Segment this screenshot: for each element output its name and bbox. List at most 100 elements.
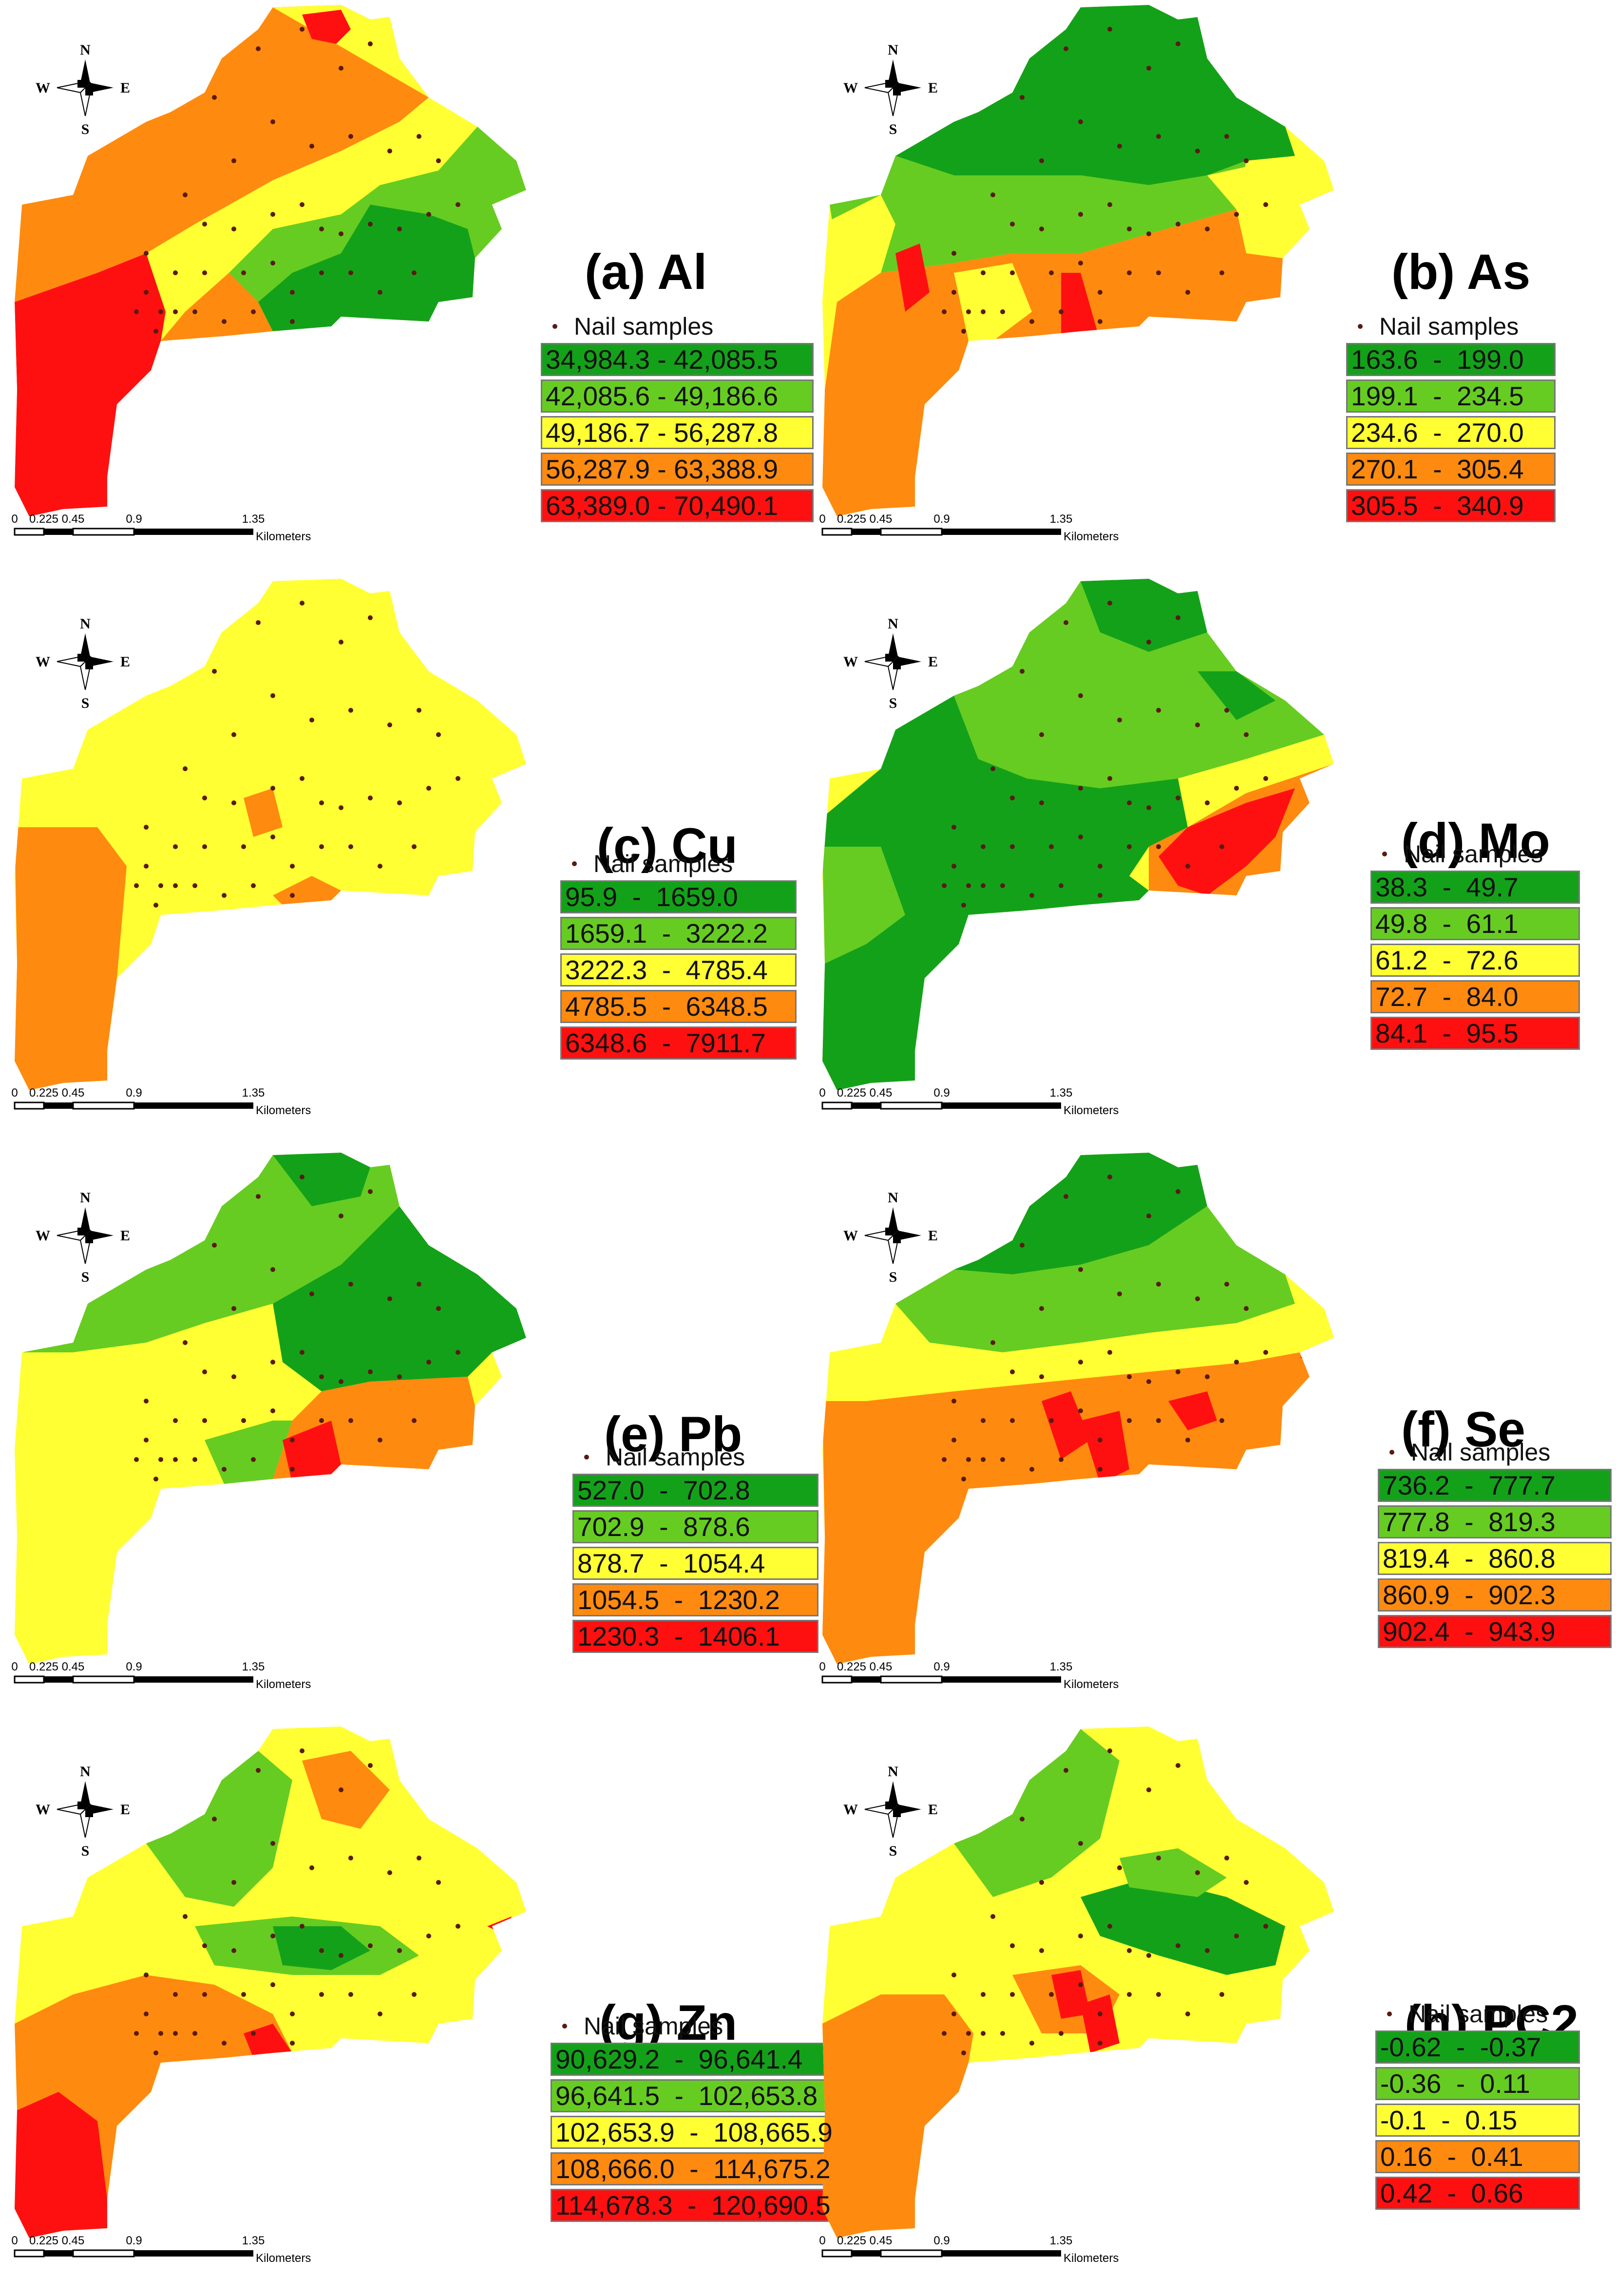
- nail-sample-point: [1146, 640, 1151, 645]
- map-region-class-5: [15, 253, 166, 516]
- nail-sample-point: [202, 1418, 207, 1423]
- legend-swatch: [1346, 342, 1556, 376]
- nail-sample-point: [990, 192, 995, 197]
- map-region-class-3: [822, 156, 1334, 302]
- nail-sample-point: [990, 1340, 995, 1345]
- nail-sample-point: [1098, 2041, 1103, 2046]
- scale-tick-label: 0.45: [870, 1086, 893, 1100]
- legend-swatch: [560, 989, 797, 1023]
- legend-class-label: 84.1 - 95.5: [1375, 1018, 1519, 1048]
- nail-sample-point: [183, 1340, 188, 1345]
- nail-sample-point: [319, 270, 324, 275]
- nail-sample-point: [1078, 786, 1083, 791]
- nail-sample-point: [981, 1992, 986, 1997]
- nail-sample-point: [1107, 1748, 1112, 1753]
- nail-sample-point: [290, 893, 295, 898]
- nail-sample-point: [1078, 1982, 1083, 1987]
- legend-class-label: 61.2 - 72.6: [1375, 945, 1519, 975]
- legend-class-label: 63,389.0 - 70,490.1: [546, 490, 779, 521]
- nail-sample-point: [290, 1438, 295, 1442]
- nail-sample-point: [1029, 893, 1034, 898]
- nail-sample-point: [397, 1948, 402, 1953]
- nail-sample-point: [202, 222, 207, 227]
- nail-sample-point: [241, 270, 246, 275]
- legend-class-row: 0.42 - 0.66: [1375, 2175, 1580, 2211]
- legend-class-row: 777.8 - 819.3: [1378, 1503, 1612, 1540]
- east-label: E: [120, 654, 130, 670]
- nail-sample-point: [270, 786, 275, 791]
- nail-sample-point: [251, 2031, 256, 2036]
- legend-class-row: 96,641.5 - 102,653.8: [551, 2077, 862, 2114]
- nail-sample-point: [1010, 1369, 1015, 1374]
- nail-sample-point: [1078, 261, 1083, 266]
- legend-class-row: 199.1 - 234.5: [1346, 378, 1556, 414]
- nail-sample-point: [1010, 844, 1015, 849]
- nail-sample-point: [990, 1914, 995, 1919]
- map-region-class-2: [146, 1751, 292, 1907]
- nail-sample-point: [1234, 1360, 1239, 1365]
- legend-class-row: 902.4 - 943.9: [1378, 1613, 1612, 1650]
- legend-class-row: 90,629.2 - 96,641.4: [551, 2041, 862, 2077]
- legend-class-row: 270.1 - 305.4: [1346, 451, 1556, 487]
- legend-class-label: 114,678.3 - 120,690.5: [555, 2190, 831, 2220]
- nail-sample-point: [1234, 212, 1239, 217]
- nail-sample-point: [309, 1291, 314, 1296]
- nail-sample-point: [158, 309, 163, 314]
- nail-sample-point: [231, 1948, 236, 1953]
- nail-sample-point: [173, 2031, 178, 2036]
- nail-sample-point: [1176, 796, 1180, 800]
- north-label: N: [888, 616, 898, 632]
- legend-nail-samples: Nail samples: [1346, 312, 1524, 341]
- nail-sample-point: [153, 329, 158, 334]
- map-region-class-5: [15, 2024, 292, 2238]
- nail-sample-point: [1117, 144, 1122, 149]
- legend-swatch: [1346, 379, 1556, 413]
- sample-dot-icon: [552, 324, 557, 329]
- scale-tick-label: 0: [819, 1660, 825, 1673]
- nail-sample-point: [1234, 786, 1239, 791]
- nail-sample-point: [1000, 2031, 1005, 2036]
- nail-sample-point: [942, 2031, 947, 2036]
- map-region-class-2: [895, 1206, 1295, 1352]
- nail-sample-point: [1059, 309, 1064, 314]
- scale-tick-label: 0.225: [29, 2234, 58, 2247]
- nail-sample-point: [990, 766, 995, 771]
- legend-swatch: [541, 489, 814, 522]
- legend-class-row: 72.7 - 84.0: [1370, 978, 1580, 1015]
- scale-tick-label: 0: [819, 1086, 825, 1100]
- nail-sample-point: [231, 1306, 236, 1311]
- scale-unit-label: Kilometers: [1064, 2252, 1119, 2265]
- nail-sample-point: [387, 1870, 392, 1875]
- west-label: W: [843, 1228, 858, 1244]
- legend-swatch: [560, 880, 797, 913]
- nail-sample-point: [1049, 270, 1054, 275]
- map-region-class-4: [244, 788, 341, 915]
- nail-sample-point: [173, 1457, 178, 1462]
- nail-sample-point: [231, 1880, 236, 1885]
- nail-sample-point: [1039, 1880, 1044, 1885]
- map-region-class-2: [954, 1729, 1120, 1897]
- map-region-class-4: [822, 209, 1283, 516]
- north-arrow-icon: N S W E: [843, 616, 938, 711]
- nail-sample-point: [1107, 1924, 1112, 1929]
- legend-class-row: 527.0 - 702.8: [572, 1472, 818, 1508]
- nail-sample-point: [456, 1924, 460, 1929]
- panel-title: (a) Al: [585, 244, 707, 300]
- nail-sample-point: [942, 309, 947, 314]
- legend-class-row: 4785.5 - 6348.5: [560, 988, 797, 1025]
- legend-swatch: [1370, 943, 1580, 977]
- scale-tick-label: 1.35: [1050, 1086, 1073, 1100]
- nail-sample-point: [270, 1934, 275, 1938]
- nail-sample-point: [1127, 800, 1132, 805]
- nail-sample-point: [300, 27, 304, 32]
- scale-tick-label: 0.9: [933, 1660, 950, 1673]
- nail-sample-point: [966, 309, 971, 314]
- nail-sample-point: [1078, 835, 1083, 839]
- legend-class-label: 49,186.7 - 56,287.8: [546, 417, 779, 448]
- north-arrow-icon: N S W E: [843, 42, 938, 137]
- legend-swatch: [1378, 1505, 1612, 1538]
- nail-sample-point: [397, 800, 402, 805]
- scale-tick-label: 0.45: [62, 1660, 85, 1673]
- nail-sample-point: [144, 290, 149, 295]
- legend-samples-label: Nail samples: [593, 850, 733, 877]
